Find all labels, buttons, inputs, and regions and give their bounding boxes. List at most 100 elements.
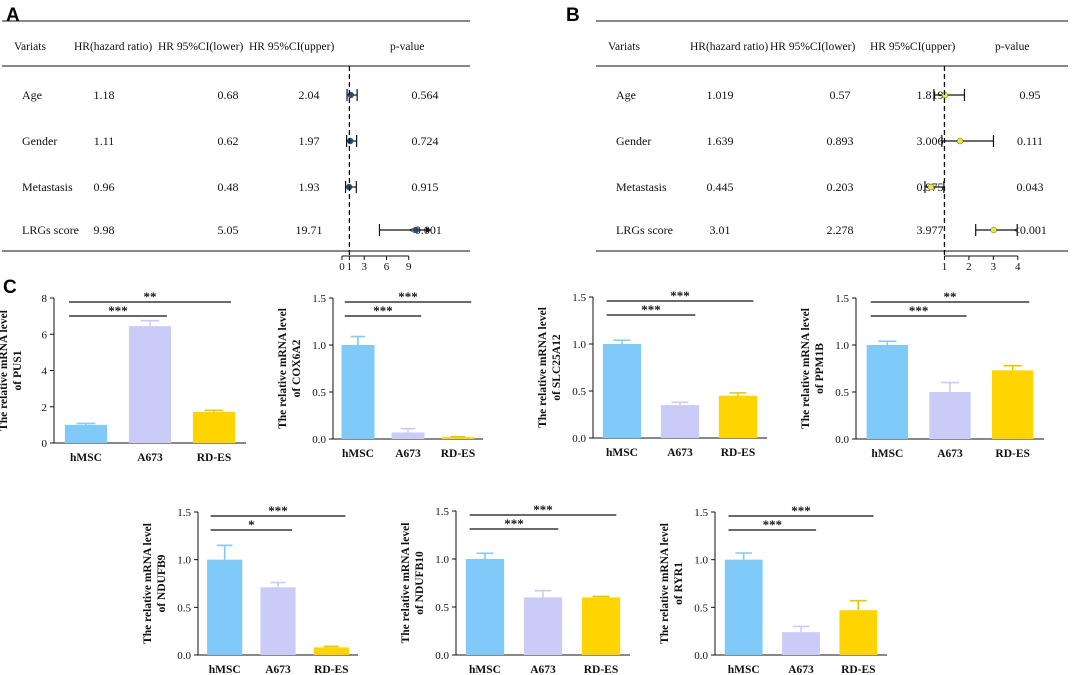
row-lower: 0.57	[830, 88, 851, 102]
hr-point	[347, 138, 353, 144]
row-upper: 1.93	[299, 180, 320, 194]
table-row: Age 1.18 0.68 2.04 0.564	[22, 88, 439, 102]
hr-point	[991, 227, 997, 233]
bar-a673	[392, 432, 425, 439]
y-axis-label: The relative mRNA level of RYR1	[659, 523, 685, 644]
y-tick-label: 0.0	[435, 650, 449, 662]
y-axis-label-line: of SLC25A12	[551, 334, 563, 400]
column-header: HR(hazard ratio)	[690, 41, 768, 53]
x-tick-label: RD-ES	[197, 452, 232, 464]
hr-point	[348, 92, 354, 98]
hr-point	[413, 227, 419, 233]
column-header: HR(hazard ratio)	[74, 41, 152, 53]
bar-hmsc	[725, 560, 763, 655]
bar-rd-es	[992, 370, 1033, 439]
bar-chart-slc25a12: 0.0 0.5 1.0 1.5 The relative mRNA level of SL…	[537, 288, 767, 459]
y-tick-label: 0.5	[312, 387, 326, 399]
y-axis-label-line: The relative mRNA level	[659, 523, 671, 644]
bar-a673	[782, 632, 820, 655]
column-header: HR 95%CI(upper)	[870, 41, 955, 53]
y-tick-label: 1.0	[694, 555, 708, 567]
x-tick-label: RD-ES	[721, 447, 756, 459]
row-p-value: 0.915	[412, 180, 439, 194]
y-axis-label-line: The relative mRNA level	[277, 308, 289, 429]
row-variable: Gender	[22, 134, 57, 148]
significance-label: ***	[108, 303, 128, 318]
y-tick-label: 1.5	[694, 507, 708, 519]
x-tick-label: A673	[937, 448, 963, 460]
y-tick-label: 0.5	[694, 602, 708, 614]
significance-label: ***	[763, 517, 783, 532]
panel-label-c: C	[3, 277, 17, 298]
row-variable: Age	[616, 88, 636, 102]
row-hr: 9.98	[94, 223, 115, 237]
significance-label: ***	[268, 503, 288, 518]
bar-rd-es	[314, 647, 349, 655]
bar-a673	[929, 392, 970, 439]
row-upper: 19.71	[296, 223, 323, 237]
y-tick-label: 1.5	[572, 292, 586, 304]
panel-label-b: B	[566, 5, 580, 26]
bar-a673	[260, 587, 295, 655]
row-variable: LRGs score	[22, 223, 79, 237]
x-tick-label: 9	[406, 261, 412, 273]
bar-rd-es	[719, 396, 757, 438]
x-tick-label: A673	[530, 664, 556, 675]
row-lower: 2.278	[827, 223, 854, 237]
x-tick-label: A673	[265, 664, 291, 675]
x-tick-label: 6	[384, 261, 390, 273]
y-axis-label-line: The relative mRNA level	[0, 310, 10, 431]
y-axis-label-line: of PPM1B	[814, 343, 826, 394]
table-row: Gender 1.11 0.62 1.97 0.724	[22, 134, 439, 148]
bar-chart-pus1: 0 2 4 6 8 The relative mRNA levelof PUS1 hMSC A…	[0, 289, 246, 464]
bar-hmsc	[207, 560, 242, 655]
y-tick-label: 1.0	[177, 555, 191, 567]
x-tick-label: hMSC	[871, 448, 903, 460]
row-p-value: <0.001	[1013, 223, 1047, 237]
significance-label: ***	[909, 303, 929, 318]
y-tick-label: 1.5	[177, 507, 191, 519]
row-variable: Metastasis	[616, 180, 667, 194]
row-hr: 0.445	[707, 180, 734, 194]
y-axis-label: The relative mRNA level of NDUFB10	[400, 523, 426, 644]
x-tick-label: A673	[788, 664, 814, 675]
row-hr: 1.639	[707, 134, 734, 148]
row-upper: 3.977	[917, 223, 944, 237]
figure: A B C Variats HR(hazard ratio) HR 95%CI(lo…	[0, 0, 1072, 675]
bar-hmsc	[867, 345, 908, 439]
y-tick-label: 0.0	[177, 650, 191, 662]
x-tick-label: A673	[395, 448, 421, 460]
y-axis-label: The relative mRNA level of COX6A2	[277, 308, 303, 429]
x-tick-label: A673	[667, 447, 693, 459]
x-tick-label: A673	[137, 452, 163, 464]
x-tick-label: 3	[362, 261, 368, 273]
bar-chart-cox6a2: 0.0 0.5 1.0 1.5 The relative mRNA level of CO…	[277, 289, 483, 460]
row-lower: 0.203	[827, 180, 854, 194]
x-tick-label: hMSC	[469, 664, 501, 675]
y-axis-label: The relative mRNA levelof PUS1	[0, 310, 24, 431]
bar-rd-es	[193, 412, 235, 443]
bar-a673	[661, 405, 699, 438]
y-tick-label: 6	[42, 329, 48, 341]
y-axis-label-line: of COX6A2	[291, 339, 303, 397]
significance-label: ***	[373, 303, 393, 318]
column-header: p-value	[995, 41, 1029, 53]
y-tick-label: 2	[42, 402, 48, 414]
x-tick-label: RD-ES	[841, 664, 876, 675]
y-axis-label-line: The relative mRNA level	[400, 523, 412, 644]
row-upper: 3.006	[917, 134, 944, 148]
y-tick-label: 0	[42, 438, 48, 450]
y-tick-label: 1.0	[572, 339, 586, 351]
x-tick-label: hMSC	[342, 448, 374, 460]
bar-rd-es	[582, 597, 620, 655]
y-tick-label: 0.5	[177, 602, 191, 614]
bar-chart-ppm1b: 0.00.51.01.5The relative mRNA level of PP…	[800, 289, 1044, 460]
x-tick-label: 3	[991, 261, 997, 273]
x-tick-label: 1	[347, 261, 353, 273]
hr-point	[957, 138, 963, 144]
row-variable: LRGs score	[616, 223, 673, 237]
row-variable: Metastasis	[22, 180, 73, 194]
column-header: p-value	[390, 41, 424, 53]
bar-a673	[524, 597, 562, 655]
